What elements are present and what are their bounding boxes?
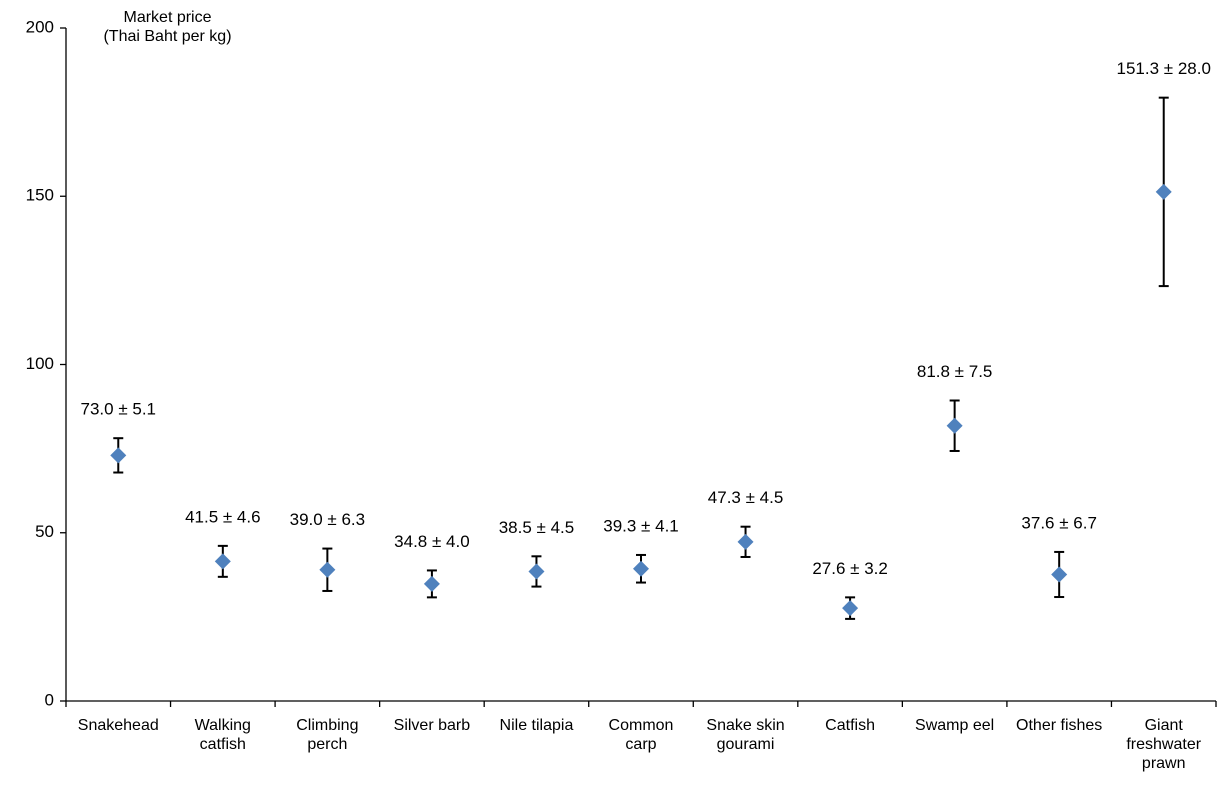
value-label: 27.6 ± 3.2 — [812, 559, 888, 578]
y-tick-label: 150 — [26, 186, 54, 205]
marker — [1051, 566, 1068, 583]
marker — [1155, 183, 1172, 200]
value-label: 41.5 ± 4.6 — [185, 507, 261, 526]
marker — [946, 417, 963, 434]
x-tick-label: Common carp — [608, 717, 674, 753]
value-label: 38.5 ± 4.5 — [499, 518, 575, 537]
marker — [423, 575, 440, 592]
value-label: 39.3 ± 4.1 — [603, 516, 679, 535]
marker — [633, 560, 649, 577]
y-tick-label: 0 — [45, 690, 54, 709]
value-label: 34.8 ± 4.0 — [394, 532, 470, 551]
x-tick-label: Swamp eel — [915, 717, 995, 734]
value-label: 47.3 ± 4.5 — [708, 488, 784, 507]
y-tick-label: 50 — [35, 522, 54, 541]
marker — [842, 600, 859, 617]
value-label: 73.0 ± 5.1 — [81, 400, 157, 419]
value-label: 37.6 ± 6.7 — [1021, 513, 1097, 532]
x-tick-label: Walking catfish — [194, 717, 251, 753]
y-tick-label: 100 — [26, 354, 54, 373]
value-label: 81.8 ± 7.5 — [917, 362, 993, 381]
x-tick-label: Giant freshwater prawn — [1126, 717, 1202, 772]
x-tick-label: Catfish — [825, 717, 875, 734]
value-label: 151.3 ± 28.0 — [1117, 59, 1211, 78]
marker — [214, 553, 231, 570]
value-label: 39.0 ± 6.3 — [290, 510, 366, 529]
x-tick-label: Snakehead — [77, 717, 159, 734]
y-tick-label: 200 — [26, 17, 54, 36]
x-tick-label: Snake skin gourami — [706, 717, 785, 753]
x-tick-label: Other fishes — [1016, 717, 1103, 734]
marker — [737, 533, 754, 550]
x-tick-label: Climbing perch — [296, 717, 359, 753]
x-tick-label: Silver barb — [393, 717, 471, 734]
marker — [319, 561, 336, 578]
marker — [110, 447, 127, 464]
y-axis-label: Market price (Thai Baht per kg) — [103, 9, 232, 45]
x-tick-label: Nile tilapia — [499, 717, 574, 734]
marker — [528, 563, 545, 580]
